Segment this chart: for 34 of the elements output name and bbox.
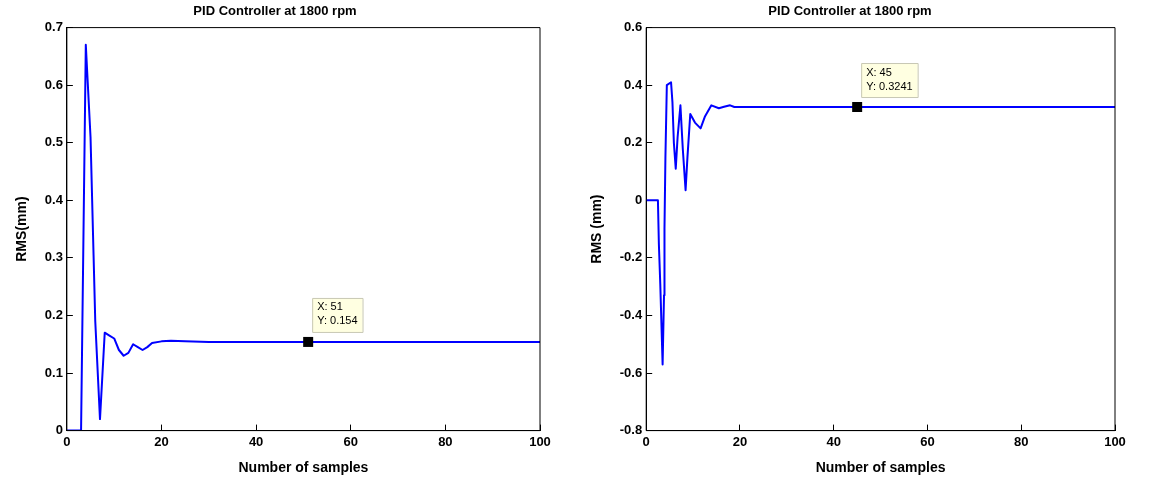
y-tick-label: -0.2 — [619, 249, 643, 265]
y-tick-label: -0.6 — [619, 364, 643, 380]
x-tick-label: 80 — [438, 433, 453, 449]
y-tick-label: 0.2 — [44, 307, 63, 323]
x-axis-title: Number of samples — [815, 459, 946, 476]
x-tick-label: 20 — [154, 433, 169, 449]
x-tick-label: 60 — [920, 433, 935, 449]
chart-title: PID Controller at 1800 rpm — [193, 3, 357, 19]
y-tick-label: 0.1 — [44, 364, 63, 380]
y-tick-label: 0.7 — [44, 19, 63, 35]
x-tick-label: 40 — [248, 433, 264, 449]
x-tick-label: 100 — [1104, 433, 1126, 449]
annotation: X: 45 Y: 0.3241 — [866, 65, 913, 92]
y-tick-label: 0.2 — [624, 134, 643, 150]
x-tick-label: 60 — [343, 433, 358, 449]
x-tick-label: 100 — [529, 433, 551, 449]
y-tick-label: -0.4 — [619, 307, 643, 323]
y-tick-label: 0.6 — [44, 76, 63, 92]
y-tick-label: 0.4 — [624, 76, 643, 92]
y-axis-title: RMS (mm) — [588, 194, 605, 264]
y-tick-label: 0.6 — [624, 19, 643, 35]
y-tick-label: 0.3 — [44, 249, 63, 265]
y-tick-label: 0.5 — [44, 134, 63, 150]
x-axis-title: Number of samples — [238, 459, 369, 476]
chart-title: PID Controller at 1800 rpm — [768, 3, 932, 19]
y-tick-label: 0 — [634, 191, 643, 207]
x-tick-label: 20 — [732, 433, 748, 449]
y-axis-title: RMS(mm) — [13, 196, 30, 262]
y-tick-label: 0 — [55, 422, 63, 438]
y-tick-label: -0.8 — [619, 422, 643, 438]
annotation: X: 51 Y: 0.154 — [317, 300, 358, 327]
x-tick-label: 40 — [826, 433, 841, 449]
x-tick-label: 80 — [1014, 433, 1029, 449]
y-tick-label: 0.4 — [44, 191, 64, 207]
